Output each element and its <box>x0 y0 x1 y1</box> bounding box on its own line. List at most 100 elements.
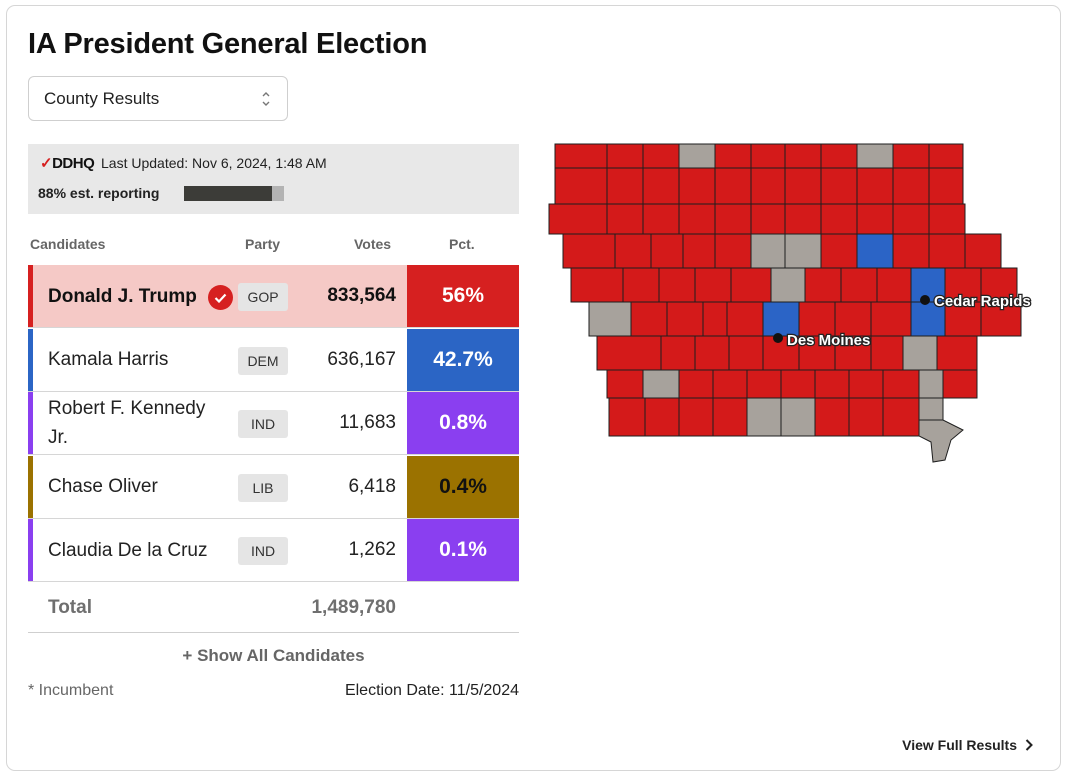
county-shape[interactable] <box>712 369 748 399</box>
county-shape[interactable] <box>942 369 978 399</box>
county-shape[interactable] <box>918 369 944 399</box>
county-shape[interactable] <box>876 267 912 303</box>
county-shape[interactable] <box>750 233 786 269</box>
county-shape[interactable] <box>678 143 716 169</box>
county-shape[interactable] <box>678 369 714 399</box>
county-shape[interactable] <box>848 397 884 437</box>
county-shape[interactable] <box>780 369 816 399</box>
show-all-candidates-button[interactable]: + Show All Candidates <box>182 646 365 665</box>
county-shape[interactable] <box>650 233 684 269</box>
view-full-results-link[interactable]: View Full Results <box>902 737 1033 753</box>
county-shape[interactable] <box>928 233 966 269</box>
county-shape[interactable] <box>834 301 872 337</box>
county-shape[interactable] <box>848 369 884 399</box>
county-shape[interactable] <box>980 267 1018 303</box>
county-shape[interactable] <box>820 167 858 205</box>
county-shape[interactable] <box>728 335 764 371</box>
county-shape[interactable] <box>918 419 964 463</box>
county-shape[interactable] <box>750 143 786 169</box>
county-shape[interactable] <box>820 203 858 235</box>
county-shape[interactable] <box>870 301 912 337</box>
county-shape[interactable] <box>902 335 938 371</box>
county-shape[interactable] <box>856 143 894 169</box>
county-shape[interactable] <box>678 397 714 437</box>
county-shape[interactable] <box>840 267 878 303</box>
county-shape[interactable] <box>562 233 616 269</box>
county-shape[interactable] <box>750 167 786 205</box>
county-shape[interactable] <box>730 267 772 303</box>
county-shape[interactable] <box>892 233 930 269</box>
county-shape[interactable] <box>658 267 696 303</box>
county-shape[interactable] <box>964 233 1002 269</box>
county-shape[interactable] <box>714 143 752 169</box>
county-shape[interactable] <box>892 167 930 205</box>
view-select[interactable]: County Results <box>28 76 288 121</box>
county-shape[interactable] <box>784 233 822 269</box>
county-shape[interactable] <box>928 167 964 205</box>
county-shape[interactable] <box>642 167 680 205</box>
county-shape[interactable] <box>554 143 608 169</box>
county-shape[interactable] <box>750 203 786 235</box>
county-shape[interactable] <box>642 369 680 399</box>
county-shape[interactable] <box>666 301 704 337</box>
county-shape[interactable] <box>780 397 816 437</box>
county-shape[interactable] <box>892 143 930 169</box>
county-shape[interactable] <box>820 143 858 169</box>
county-shape[interactable] <box>606 167 644 205</box>
county-shape[interactable] <box>660 335 696 371</box>
county-shape[interactable] <box>882 369 920 399</box>
county-shape[interactable] <box>678 167 716 205</box>
county-shape[interactable] <box>726 301 764 337</box>
county-shape[interactable] <box>856 167 894 205</box>
county-shape[interactable] <box>892 203 930 235</box>
county-shape[interactable] <box>596 335 662 371</box>
county-shape[interactable] <box>928 203 966 235</box>
county-shape[interactable] <box>694 335 730 371</box>
county-shape[interactable] <box>980 301 1022 337</box>
county-shape[interactable] <box>642 143 680 169</box>
county-shape[interactable] <box>820 233 858 269</box>
county-shape[interactable] <box>588 301 632 337</box>
county-shape[interactable] <box>936 335 978 371</box>
county-shape[interactable] <box>834 335 872 371</box>
county-shape[interactable] <box>798 301 836 337</box>
county-shape[interactable] <box>784 167 822 205</box>
county-shape[interactable] <box>614 233 652 269</box>
county-shape[interactable] <box>784 203 822 235</box>
county-shape[interactable] <box>814 369 850 399</box>
county-shape[interactable] <box>548 203 608 235</box>
county-shape[interactable] <box>882 397 920 437</box>
county-shape[interactable] <box>642 203 680 235</box>
county-shape[interactable] <box>746 397 782 437</box>
county-shape[interactable] <box>714 203 752 235</box>
county-shape[interactable] <box>702 301 728 337</box>
county-shape[interactable] <box>784 143 822 169</box>
county-shape[interactable] <box>606 369 644 399</box>
county-shape[interactable] <box>714 233 752 269</box>
county-shape[interactable] <box>712 397 748 437</box>
county-shape[interactable] <box>856 233 894 269</box>
county-shape[interactable] <box>606 143 644 169</box>
county-shape[interactable] <box>694 267 732 303</box>
county-shape[interactable] <box>554 167 608 205</box>
candidate-votes: 11,683 <box>339 412 396 433</box>
county-shape[interactable] <box>856 203 894 235</box>
county-shape[interactable] <box>682 233 716 269</box>
county-shape[interactable] <box>762 301 800 337</box>
county-shape[interactable] <box>814 397 850 437</box>
county-shape[interactable] <box>570 267 624 303</box>
county-shape[interactable] <box>870 335 904 371</box>
county-shape[interactable] <box>770 267 806 303</box>
county-shape[interactable] <box>606 203 644 235</box>
total-votes: 1,489,780 <box>311 597 396 618</box>
county-shape[interactable] <box>630 301 668 337</box>
county-shape[interactable] <box>928 143 964 169</box>
county-shape[interactable] <box>804 267 842 303</box>
county-shape[interactable] <box>644 397 680 437</box>
county-shape[interactable] <box>608 397 646 437</box>
county-shape[interactable] <box>678 203 716 235</box>
county-shape[interactable] <box>944 301 982 337</box>
county-shape[interactable] <box>622 267 660 303</box>
county-shape[interactable] <box>746 369 782 399</box>
county-shape[interactable] <box>714 167 752 205</box>
